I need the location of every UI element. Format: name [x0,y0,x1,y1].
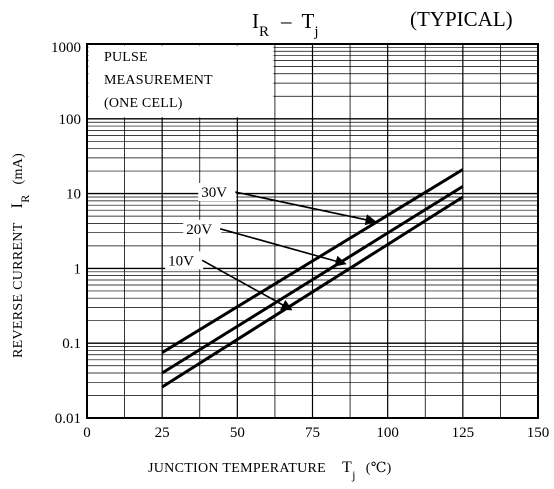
y-tick-labels: 0.01 0.1 1 10 100 1000 [51,40,81,427]
x-tick-label: 75 [305,425,320,441]
x-tick-labels: 0 25 50 75 100 125 150 [83,425,549,441]
curve-label-20v: 20V [186,222,212,238]
curve-label-bg [198,183,237,202]
grid-major [87,44,538,418]
curve-label-bg [165,251,204,270]
curve-label-arrow [235,191,377,226]
y-tick-label: 1000 [51,40,81,56]
series-line-20v [161,185,464,375]
series-lines [161,168,464,389]
chart-title: IR – Tj [252,9,319,40]
x-tick-label: 100 [376,425,399,441]
x-tick-label: 25 [155,425,170,441]
annotation-line-2: MEASUREMENT [104,73,213,88]
x-axis-label: JUNCTION TEMPERATURE Tj (℃) [148,459,392,482]
plot-frame [86,43,539,419]
curve-label-arrow [201,259,293,311]
y-tick-label: 100 [59,112,82,128]
curve-label-arrow [220,228,347,267]
curve-label-10v: 10V [168,253,194,269]
curve-label-30v: 30V [201,185,227,201]
annotation-line-3: (ONE CELL) [104,96,183,111]
series-line-30v [161,168,464,354]
annotation-box: PULSE MEASUREMENT (ONE CELL) [88,45,274,118]
y-axis-label: REVERSE CURRENTIR(mA) [9,153,32,358]
annotation-line-1: PULSE [104,50,148,65]
y-tick-label: 1 [74,261,82,277]
series-line-10v [161,195,464,389]
x-tick-label: 125 [452,425,475,441]
y-tick-label: 10 [66,187,81,203]
curve-label-bg [183,219,222,238]
x-tick-label: 0 [83,425,91,441]
y-tick-label: 0.1 [62,336,81,352]
x-tick-label: 150 [527,425,550,441]
x-tick-label: 50 [230,425,245,441]
y-tick-label: 0.01 [55,411,81,427]
chart-title-note: (TYPICAL) [410,7,513,31]
curve-labels: 30V 20V 10V [165,183,377,311]
